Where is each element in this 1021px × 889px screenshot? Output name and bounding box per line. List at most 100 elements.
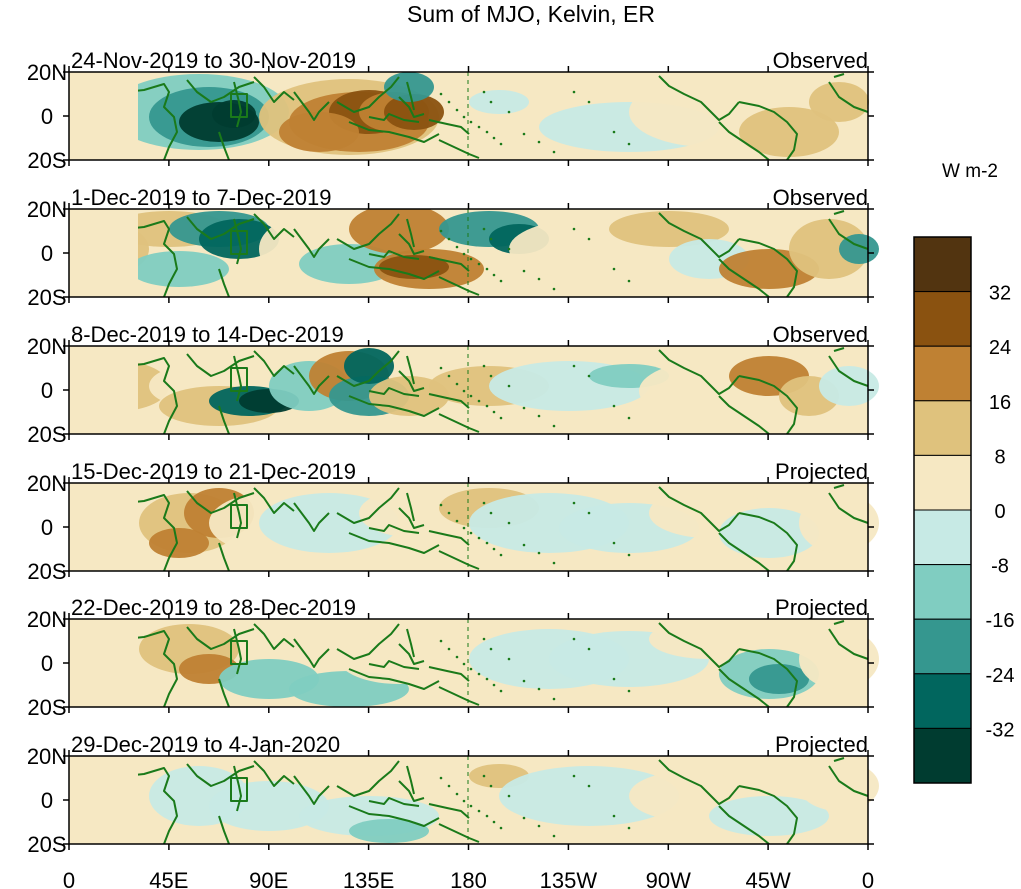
coastline xyxy=(293,638,330,668)
island xyxy=(489,511,493,515)
colorbar-box xyxy=(913,345,972,402)
colorbar-tick-label: 0 xyxy=(994,501,1005,523)
coastline xyxy=(230,367,248,392)
lat-label: 0 xyxy=(41,241,53,266)
coastline xyxy=(398,507,425,529)
lat-label: 20S xyxy=(27,285,66,310)
colorbar: W m-2 32 24 16 8 0 -8 -16 -24 -32 xyxy=(913,161,1015,784)
coastline xyxy=(186,490,255,514)
coastlines xyxy=(138,73,869,160)
coastline xyxy=(230,93,248,118)
coastline xyxy=(253,213,295,240)
coastline xyxy=(230,504,248,529)
lon-label: 135W xyxy=(540,868,598,889)
island xyxy=(499,142,503,146)
panel-date-range: 8-Dec-2019 to 14-Dec-2019 xyxy=(71,322,344,347)
coastline xyxy=(253,760,295,787)
coastline xyxy=(233,492,242,539)
coastlines xyxy=(138,757,869,844)
coastline xyxy=(428,393,470,409)
coastlines xyxy=(138,620,869,707)
island xyxy=(499,279,503,283)
coastline xyxy=(293,228,330,258)
anomaly-contour xyxy=(749,664,809,694)
island xyxy=(572,637,576,641)
island xyxy=(552,561,556,565)
island xyxy=(572,227,576,231)
coastline xyxy=(658,212,740,258)
anomaly-contour xyxy=(719,508,819,558)
coastline xyxy=(230,230,248,255)
island xyxy=(439,366,443,370)
colorbar-box xyxy=(913,727,972,784)
island xyxy=(439,639,443,643)
lon-label: 0 xyxy=(63,868,75,889)
island xyxy=(477,399,481,403)
lat-label: 0 xyxy=(41,651,53,676)
map-panel: 8-Dec-2019 to 14-Dec-2019 Observed 20N 0 20S xyxy=(27,322,879,447)
island xyxy=(455,655,459,659)
map-panel: 1-Dec-2019 to 7-Dec-2019 Observed 20N 0 20S xyxy=(27,185,879,310)
colorbar-tick-label: 24 xyxy=(989,337,1011,359)
anomaly-contour xyxy=(819,366,879,406)
coastline xyxy=(833,73,845,78)
coastline xyxy=(438,823,480,843)
island xyxy=(482,227,486,231)
island xyxy=(462,389,466,393)
lat-label: 20N xyxy=(27,607,67,632)
lon-label: 180 xyxy=(450,868,487,889)
island xyxy=(572,364,576,368)
anomaly-contour xyxy=(149,528,209,558)
coastline xyxy=(233,628,242,675)
coastline xyxy=(738,512,798,571)
coastline xyxy=(438,686,480,706)
coastline xyxy=(293,91,330,121)
colorbar-box xyxy=(913,236,972,293)
coastline xyxy=(428,119,470,135)
island xyxy=(612,130,616,134)
island xyxy=(489,784,493,788)
colorbar-units: W m-2 xyxy=(942,161,998,182)
longitude-axis: 0 45E 90E 135E 180 135W 90W 45W 0 xyxy=(63,868,874,889)
island xyxy=(482,637,486,641)
coastline xyxy=(828,218,869,250)
island xyxy=(447,374,451,378)
island xyxy=(447,511,451,515)
island xyxy=(507,657,511,661)
anomaly-contour xyxy=(799,629,879,689)
island xyxy=(447,237,451,241)
island xyxy=(477,536,481,540)
coastlines xyxy=(138,210,869,297)
island xyxy=(455,108,459,112)
coastline xyxy=(186,763,255,787)
lat-label: 0 xyxy=(41,515,53,540)
coastline xyxy=(398,643,425,665)
anomaly-contour xyxy=(739,107,839,157)
figure-title: Sum of MJO, Kelvin, ER xyxy=(407,1,655,27)
island xyxy=(469,120,473,124)
coastline xyxy=(230,777,248,802)
coastline xyxy=(833,484,845,489)
island xyxy=(522,543,526,547)
colorbar-tick-label: 8 xyxy=(994,446,1005,468)
island xyxy=(522,132,526,136)
colorbar-box xyxy=(913,673,972,729)
anomaly-contour xyxy=(279,112,359,152)
island xyxy=(552,150,556,154)
coastlines xyxy=(138,347,869,434)
island xyxy=(462,526,466,530)
colorbar-box xyxy=(913,400,972,456)
panel-date-range: 29-Dec-2019 to 4-Jan-2020 xyxy=(71,732,340,757)
coastline xyxy=(138,630,178,707)
lat-label: 20N xyxy=(27,744,67,769)
colorbar-tick-label: -32 xyxy=(986,719,1015,741)
panel-status: Observed xyxy=(773,322,868,347)
coastline xyxy=(428,256,470,272)
island xyxy=(552,697,556,701)
island xyxy=(507,384,511,388)
island xyxy=(537,687,541,691)
coastline xyxy=(406,628,415,658)
lat-label: 20N xyxy=(27,197,67,222)
coastline xyxy=(658,759,740,805)
coastline xyxy=(186,79,255,103)
